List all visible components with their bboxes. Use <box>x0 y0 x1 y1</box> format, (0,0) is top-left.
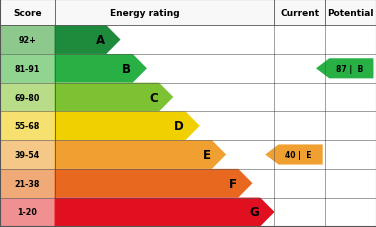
Polygon shape <box>55 169 253 198</box>
Text: C: C <box>149 91 158 104</box>
Polygon shape <box>55 83 173 112</box>
Text: Current: Current <box>280 9 320 17</box>
Bar <box>0 0 376 26</box>
Bar <box>0 55 55 83</box>
Text: B: B <box>122 62 131 76</box>
Text: Score: Score <box>13 9 42 17</box>
Text: 92+: 92+ <box>18 36 36 45</box>
Text: F: F <box>229 177 237 190</box>
Text: 69-80: 69-80 <box>15 93 40 102</box>
Text: Energy rating: Energy rating <box>109 9 179 17</box>
Polygon shape <box>55 198 274 226</box>
Bar <box>0 141 55 169</box>
Text: 81-91: 81-91 <box>15 64 40 74</box>
Bar <box>0 83 55 112</box>
Bar <box>0 112 55 141</box>
Bar <box>0 26 55 55</box>
Polygon shape <box>55 55 147 83</box>
Bar <box>0 198 55 226</box>
Polygon shape <box>55 26 120 55</box>
Text: 87 |  B: 87 | B <box>335 64 363 74</box>
Polygon shape <box>316 59 373 79</box>
Polygon shape <box>265 145 323 165</box>
Text: G: G <box>249 205 259 219</box>
Polygon shape <box>55 141 226 169</box>
Text: A: A <box>96 34 105 47</box>
Text: 55-68: 55-68 <box>15 122 40 131</box>
Text: 40 |  E: 40 | E <box>285 150 312 159</box>
Text: E: E <box>202 148 211 161</box>
Text: Potential: Potential <box>327 9 374 17</box>
Text: D: D <box>174 120 184 133</box>
Bar <box>0 169 55 198</box>
Text: 21-38: 21-38 <box>15 179 40 188</box>
Polygon shape <box>55 112 200 141</box>
Text: 1-20: 1-20 <box>17 207 37 217</box>
Text: 39-54: 39-54 <box>15 150 40 159</box>
